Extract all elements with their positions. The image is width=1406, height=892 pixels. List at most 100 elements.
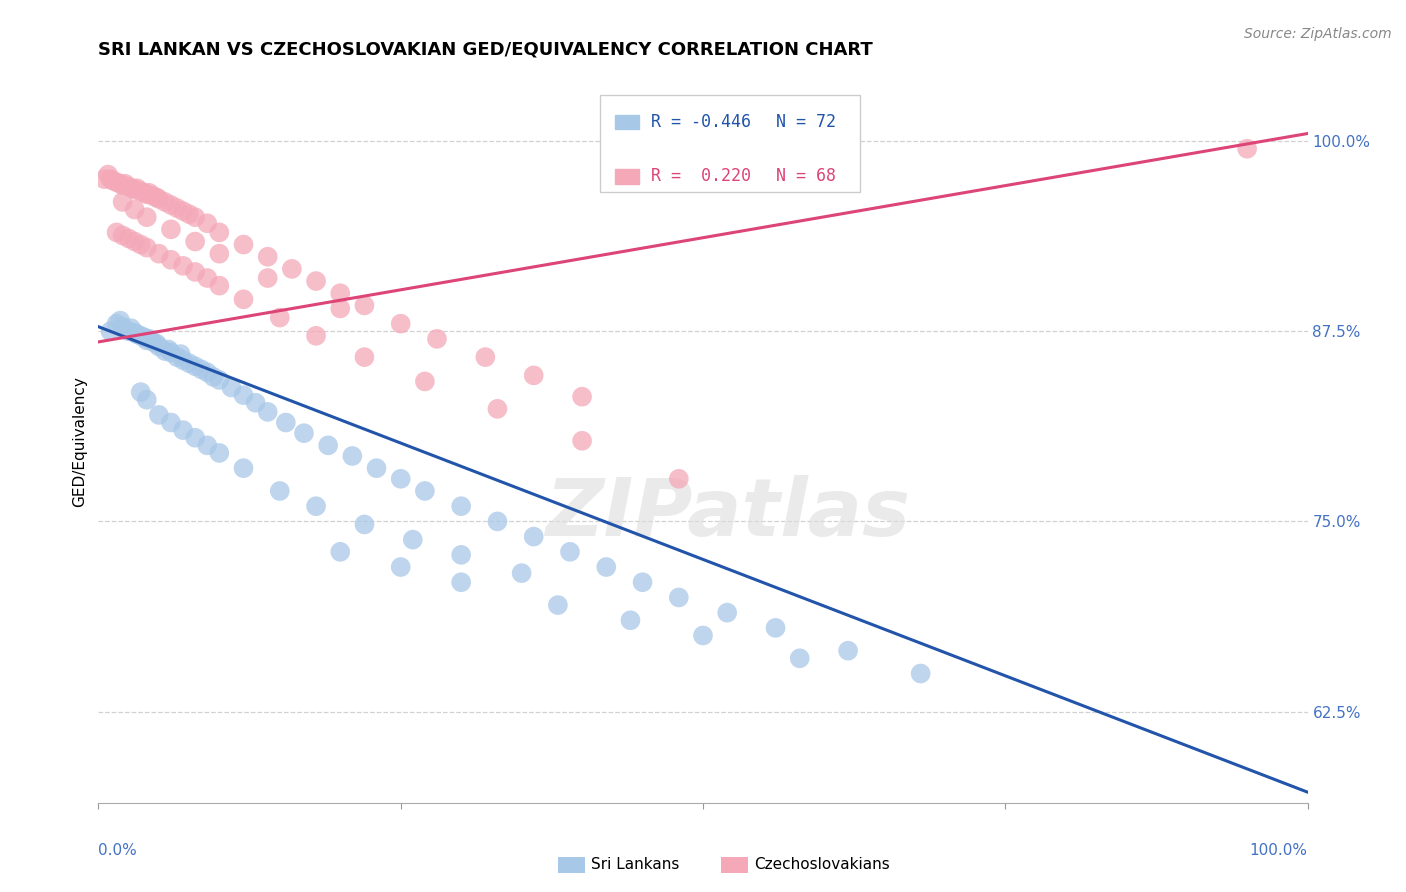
Text: N = 68: N = 68 [776,168,835,186]
Point [111,228,134,243]
Point [195,216,218,230]
Point [202,370,225,384]
Point [105,175,128,189]
Point [184,210,207,224]
Point [329,545,352,559]
Point [413,375,436,389]
Point [232,388,254,402]
Point [124,183,146,197]
Point [148,246,170,260]
Point [366,461,388,475]
Point [100,172,122,186]
Point [127,327,149,342]
Point [389,560,412,574]
Point [166,350,188,364]
Point [129,385,152,400]
Point [134,330,156,344]
Bar [721,857,748,873]
Point [135,187,157,202]
Point [111,194,134,209]
Point [329,286,352,301]
Point [208,246,231,260]
Point [138,186,160,200]
Point [281,261,304,276]
Text: Czechoslovakians: Czechoslovakians [754,856,890,871]
Point [547,598,569,612]
Text: ZIPatlas: ZIPatlas [544,475,910,553]
Point [389,317,412,331]
Point [124,326,146,340]
Point [450,575,472,590]
Point [179,207,201,221]
Point [716,606,738,620]
Point [111,319,134,334]
Point [195,438,218,452]
Text: 100.0%: 100.0% [1250,843,1308,857]
Point [184,431,207,445]
Point [837,643,859,657]
Point [124,235,146,249]
Point [108,177,131,191]
Point [668,591,690,605]
Point [305,328,328,343]
Point [101,174,124,188]
Point [523,530,546,544]
Point [148,192,170,206]
Point [108,313,131,327]
Point [256,271,278,285]
Point [160,198,183,212]
Point [135,241,157,255]
Point [105,317,128,331]
Point [179,356,201,370]
Point [118,179,141,194]
Point [135,334,157,348]
Point [389,472,412,486]
Point [305,274,328,288]
Point [232,461,254,475]
Point [100,324,122,338]
Point [353,350,375,364]
Point [111,178,134,193]
Point [138,332,160,346]
Point [353,517,375,532]
Point [523,368,546,383]
Point [668,472,690,486]
Point [129,237,152,252]
Point [148,339,170,353]
Point [208,226,231,240]
Point [269,310,291,325]
Point [353,298,375,312]
Point [153,194,176,209]
Point [342,449,364,463]
Point [232,237,254,252]
Point [184,235,207,249]
Point [157,343,180,357]
Point [305,499,328,513]
Point [160,222,183,236]
Point [172,204,194,219]
Point [172,353,194,368]
Point [190,362,212,376]
Text: N = 72: N = 72 [776,113,835,131]
Point [486,401,509,416]
Point [160,252,183,267]
Point [631,575,654,590]
Point [474,350,496,364]
Point [245,396,267,410]
Point [413,483,436,498]
Point [910,666,932,681]
Point [510,566,533,581]
Point [256,405,278,419]
Y-axis label: GED/Equivalency: GED/Equivalency [72,376,87,507]
Point [208,446,231,460]
Point [114,323,136,337]
Point [292,426,315,441]
Point [195,271,218,285]
Point [121,181,143,195]
Point [142,189,165,203]
Point [1236,142,1258,156]
Point [450,499,472,513]
Point [232,293,254,307]
Point [329,301,352,316]
Point [160,416,183,430]
